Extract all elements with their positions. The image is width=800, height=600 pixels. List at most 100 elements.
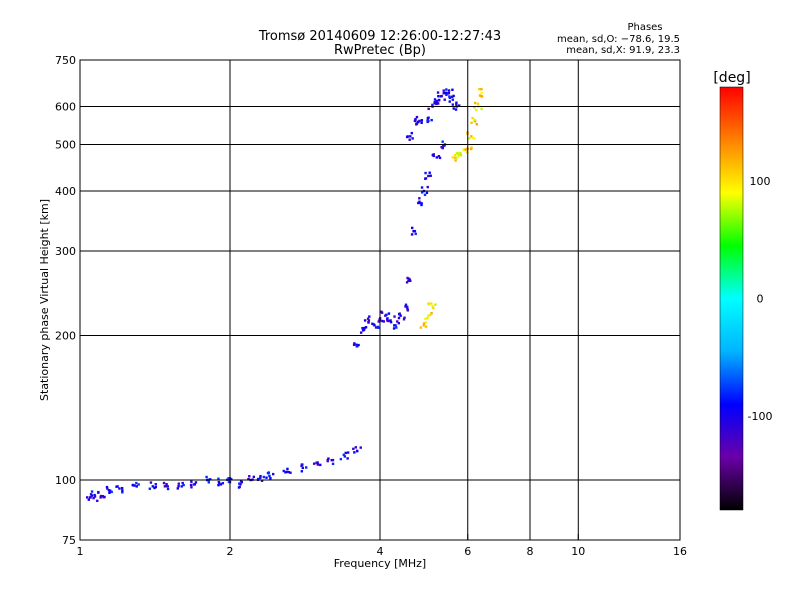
data-point: [454, 159, 457, 162]
data-point: [444, 91, 448, 95]
data-point: [423, 193, 427, 197]
data-point: [166, 485, 169, 488]
y-tick-label: 75: [62, 534, 76, 547]
data-point: [473, 101, 477, 105]
data-point: [339, 457, 343, 461]
data-point: [473, 105, 476, 109]
data-point: [149, 481, 153, 484]
data-point: [289, 471, 292, 474]
data-point: [464, 148, 467, 151]
data-point: [376, 325, 379, 329]
data-point: [433, 98, 437, 101]
data-point: [468, 137, 471, 140]
data-point: [330, 458, 333, 462]
data-point: [416, 120, 420, 124]
data-point: [256, 477, 260, 481]
data-point: [367, 319, 371, 322]
y-tick-label: 500: [55, 139, 76, 152]
data-point: [133, 484, 136, 487]
data-point: [459, 151, 462, 155]
data-point: [385, 313, 388, 317]
y-tick-label: 100: [55, 474, 76, 487]
data-point: [432, 154, 435, 158]
data-point: [227, 480, 231, 484]
data-point: [451, 98, 455, 101]
data-point: [420, 119, 424, 122]
data-point: [89, 493, 93, 496]
data-point: [301, 466, 305, 470]
data-point: [424, 325, 428, 328]
data-point: [469, 147, 473, 151]
data-point: [354, 446, 358, 449]
colorbar-ticks: 100 0 -100: [748, 175, 773, 423]
data-point: [343, 455, 347, 458]
data-point: [406, 309, 409, 312]
data-point: [406, 135, 409, 138]
data-point: [374, 326, 378, 329]
data-point: [424, 321, 428, 324]
data-point: [219, 483, 223, 486]
data-point: [431, 103, 434, 107]
data-point: [344, 451, 347, 455]
data-point: [448, 100, 451, 103]
x-tick-label: 1: [77, 545, 84, 558]
data-point: [396, 320, 399, 323]
data-point: [386, 317, 389, 320]
data-point: [368, 315, 371, 318]
data-point: [93, 495, 97, 498]
data-point: [135, 485, 138, 488]
data-point: [312, 462, 316, 465]
data-point: [478, 87, 481, 91]
data-point: [471, 116, 474, 120]
data-point: [415, 115, 419, 119]
data-point: [154, 485, 157, 489]
data-point: [455, 101, 458, 104]
data-point: [252, 475, 256, 479]
data-point: [403, 316, 406, 319]
data-point: [259, 474, 262, 478]
data-point: [90, 490, 94, 493]
data-point: [359, 331, 363, 334]
data-point: [480, 95, 483, 98]
data-point: [445, 93, 448, 97]
data-point: [407, 277, 411, 281]
stats-header: Phases: [627, 22, 662, 33]
data-point: [88, 496, 92, 499]
data-point: [259, 476, 262, 480]
data-point: [154, 483, 157, 486]
data-point: [447, 92, 450, 95]
data-point: [437, 99, 441, 102]
x-axis-ticks: 1 2 4 6 8 10 16: [77, 534, 687, 558]
data-point: [425, 191, 429, 195]
data-point: [389, 319, 392, 322]
data-point: [287, 470, 290, 474]
data-point: [455, 157, 458, 160]
data-point: [420, 121, 423, 124]
data-point: [437, 155, 441, 158]
data-point: [393, 315, 396, 318]
x-tick-label: 8: [527, 545, 534, 558]
data-point: [424, 171, 427, 175]
data-point: [262, 475, 266, 479]
y-tick-label: 200: [55, 330, 76, 343]
data-point: [363, 319, 367, 322]
data-point: [265, 476, 268, 479]
data-point: [137, 483, 140, 486]
data-point: [377, 320, 380, 323]
data-point: [459, 153, 463, 157]
data-point: [399, 314, 402, 317]
data-point: [422, 324, 426, 327]
data-point: [355, 345, 359, 348]
data-point: [316, 461, 319, 464]
data-point: [440, 94, 443, 98]
data-point: [363, 326, 366, 330]
data-point: [438, 156, 442, 160]
data-point: [470, 135, 473, 138]
x-tick-label: 4: [377, 545, 384, 558]
data-point: [442, 144, 446, 147]
data-point: [148, 487, 152, 490]
data-point: [115, 485, 118, 488]
data-point: [380, 310, 383, 314]
data-point: [238, 482, 241, 485]
